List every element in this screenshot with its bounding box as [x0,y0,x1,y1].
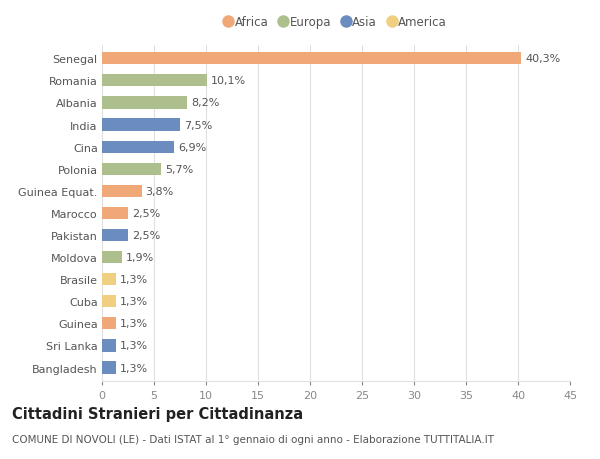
Bar [102,318,116,330]
Text: COMUNE DI NOVOLI (LE) - Dati ISTAT al 1° gennaio di ogni anno - Elaborazione TUT: COMUNE DI NOVOLI (LE) - Dati ISTAT al 1°… [12,434,494,444]
Text: 8,2%: 8,2% [191,98,220,108]
Text: 2,5%: 2,5% [132,208,160,218]
Text: 1,3%: 1,3% [119,319,148,329]
Text: 7,5%: 7,5% [184,120,212,130]
Bar [102,97,187,109]
Bar [102,53,521,65]
Bar [102,163,161,175]
Text: 2,5%: 2,5% [132,230,160,241]
Bar [102,207,128,219]
Text: 10,1%: 10,1% [211,76,247,86]
Text: 1,3%: 1,3% [119,341,148,351]
Bar [102,141,174,153]
Text: 1,3%: 1,3% [119,363,148,373]
Bar [102,185,142,197]
Bar [102,340,116,352]
Bar [102,230,128,241]
Text: 6,9%: 6,9% [178,142,206,152]
Bar [102,119,180,131]
Text: Cittadini Stranieri per Cittadinanza: Cittadini Stranieri per Cittadinanza [12,406,303,421]
Text: 40,3%: 40,3% [525,54,560,64]
Bar [102,296,116,308]
Text: 3,8%: 3,8% [146,186,174,196]
Text: 1,3%: 1,3% [119,297,148,307]
Bar [102,75,207,87]
Bar [102,252,122,263]
Bar [102,362,116,374]
Text: 1,9%: 1,9% [126,252,154,263]
Legend: Africa, Europa, Asia, America: Africa, Europa, Asia, America [220,11,452,34]
Text: 5,7%: 5,7% [166,164,194,174]
Text: 1,3%: 1,3% [119,274,148,285]
Bar [102,274,116,285]
